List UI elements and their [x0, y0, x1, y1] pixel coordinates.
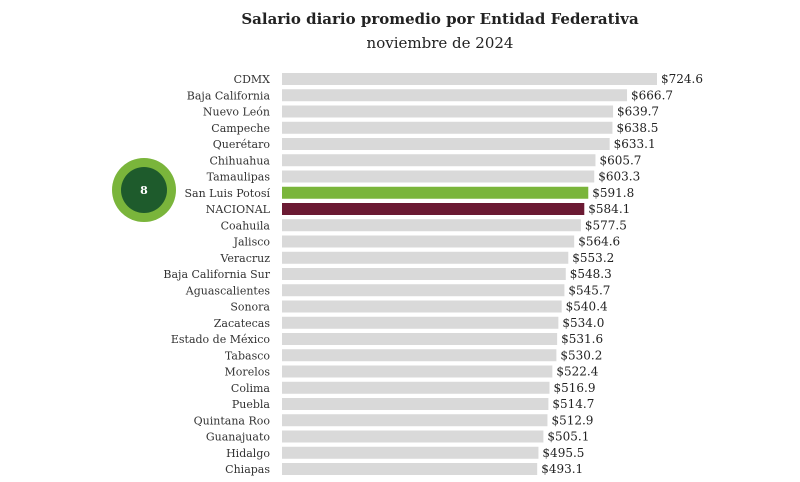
category-label-jalisco: Jalisco — [233, 236, 271, 249]
category-label-tabasco: Tabasco — [225, 349, 270, 362]
value-label-coahuila: $577.5 — [585, 218, 627, 232]
bar-zacatecas — [282, 316, 559, 329]
value-label-hidalgo: $495.5 — [542, 446, 584, 460]
bar-tamaulipas — [282, 170, 595, 183]
category-label-chiapas: Chiapas — [225, 463, 270, 476]
bar-nuevo-leon — [282, 105, 614, 118]
bar-colima — [282, 381, 550, 394]
value-label-jalisco: $564.6 — [578, 235, 620, 249]
category-label-estado-de-mexico: Estado de México — [171, 333, 271, 346]
bar-baja-california-sur — [282, 268, 566, 280]
category-label-puebla: Puebla — [232, 398, 271, 411]
bar-nacional — [282, 203, 585, 215]
bar-chiapas — [282, 463, 538, 475]
category-label-zacatecas: Zacatecas — [214, 317, 271, 330]
value-label-campeche: $638.5 — [616, 121, 658, 135]
value-label-chihuahua: $605.7 — [599, 153, 641, 167]
category-label-san-luis-potosi: San Luis Potosí — [184, 187, 270, 200]
bar-morelos — [282, 365, 553, 378]
bar-queretaro — [282, 138, 610, 150]
rank-badge-number: 8 — [121, 167, 167, 213]
value-label-morelos: $522.4 — [556, 365, 598, 379]
bar-quintana-roo — [282, 414, 548, 427]
category-label-morelos: Morelos — [225, 366, 271, 379]
value-label-puebla: $514.7 — [552, 397, 594, 411]
bar-coahuila — [282, 219, 581, 232]
value-label-baja-california: $666.7 — [631, 88, 673, 102]
bar-cdmx — [282, 73, 657, 85]
value-label-sonora: $540.4 — [566, 300, 608, 314]
category-label-quintana-roo: Quintana Roo — [194, 414, 271, 427]
category-label-baja-california: Baja California — [187, 89, 271, 102]
bar-guanajuato — [282, 430, 544, 443]
rank-badge: 8 — [112, 158, 176, 222]
category-label-queretaro: Querétaro — [213, 138, 271, 151]
value-label-nacional: $584.1 — [588, 202, 630, 216]
bar-sonora — [282, 300, 562, 313]
value-label-aguascalientes: $545.7 — [568, 283, 610, 297]
category-label-veracruz: Veracruz — [219, 252, 270, 265]
value-label-nuevo-leon: $639.7 — [617, 105, 659, 119]
category-label-tamaulipas: Tamaulipas — [207, 171, 271, 184]
value-label-cdmx: $724.6 — [661, 72, 703, 86]
chart-subtitle: noviembre de 2024 — [366, 34, 514, 52]
bar-jalisco — [282, 235, 575, 248]
category-label-chihuahua: Chihuahua — [210, 154, 271, 167]
value-label-tabasco: $530.2 — [560, 348, 602, 362]
bar-san-luis-potosi — [282, 186, 589, 199]
category-label-campeche: Campeche — [211, 122, 270, 135]
bar-estado-de-mexico — [282, 333, 558, 345]
value-label-veracruz: $553.2 — [572, 251, 614, 265]
value-label-zacatecas: $534.0 — [562, 316, 604, 330]
value-label-colima: $516.9 — [554, 381, 596, 395]
category-label-cdmx: CDMX — [234, 73, 270, 86]
category-label-colima: Colima — [231, 382, 271, 395]
bar-puebla — [282, 398, 549, 410]
value-label-san-luis-potosi: $591.8 — [592, 186, 634, 200]
value-label-quintana-roo: $512.9 — [551, 413, 593, 427]
value-label-tamaulipas: $603.3 — [598, 170, 640, 184]
category-label-aguascalientes: Aguascalientes — [185, 284, 271, 297]
category-label-guanajuato: Guanajuato — [206, 431, 271, 444]
category-label-hidalgo: Hidalgo — [226, 447, 270, 460]
category-label-nacional: NACIONAL — [206, 203, 271, 216]
category-label-baja-california-sur: Baja California Sur — [163, 268, 270, 281]
bar-aguascalientes — [282, 284, 565, 297]
value-label-guanajuato: $505.1 — [547, 430, 589, 444]
bar-veracruz — [282, 251, 569, 264]
bar-campeche — [282, 121, 613, 134]
chart-title: Salario diario promedio por Entidad Fede… — [241, 10, 639, 28]
value-label-estado-de-mexico: $531.6 — [561, 332, 603, 346]
category-label-sonora: Sonora — [230, 301, 270, 314]
bar-chihuahua — [282, 154, 596, 167]
bar-hidalgo — [282, 446, 539, 459]
category-label-nuevo-leon: Nuevo León — [203, 106, 270, 119]
value-label-baja-california-sur: $548.3 — [570, 267, 612, 281]
value-label-queretaro: $633.1 — [614, 137, 656, 151]
value-label-chiapas: $493.1 — [541, 462, 583, 476]
bar-tabasco — [282, 349, 557, 362]
category-label-coahuila: Coahuila — [221, 219, 271, 232]
bar-baja-california — [282, 89, 628, 102]
